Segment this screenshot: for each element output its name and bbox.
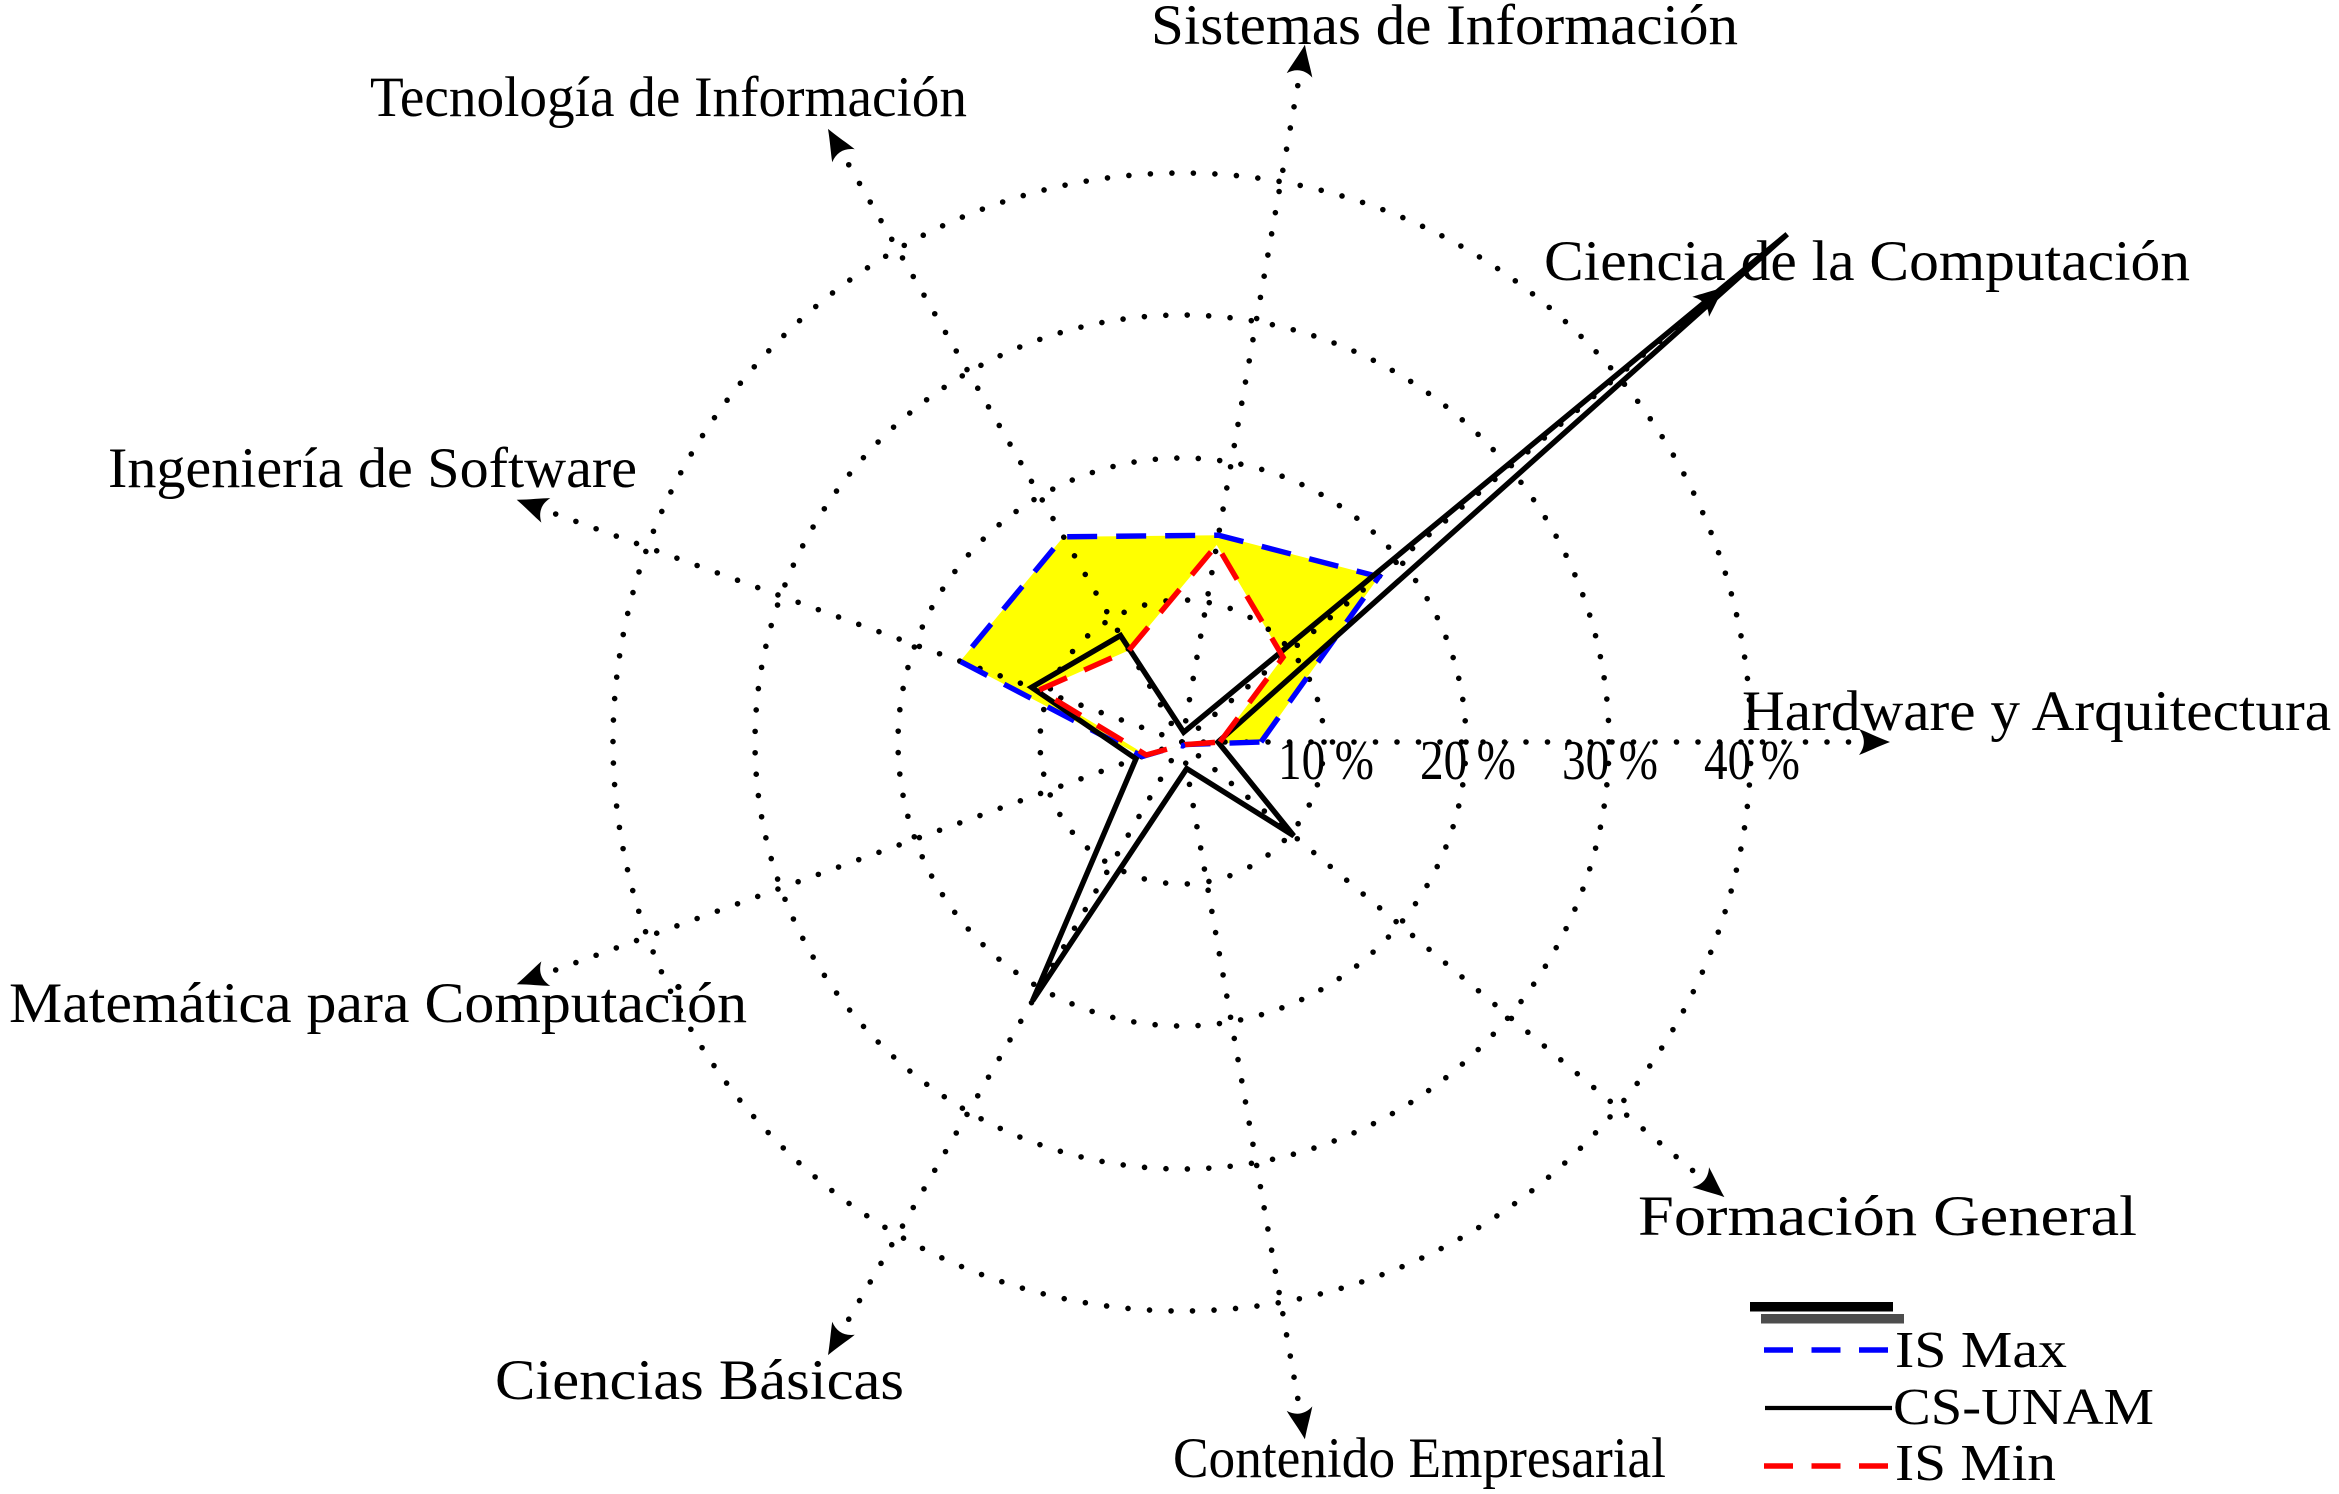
svg-text:Tecnología de Información: Tecnología de Información [370, 66, 967, 129]
svg-text:Sistemas de Información: Sistemas de Información [1151, 0, 1738, 57]
svg-text:IS Max: IS Max [1895, 1322, 2067, 1379]
svg-text:40 %: 40 % [1704, 730, 1800, 792]
svg-text:30 %: 30 % [1562, 730, 1658, 792]
svg-text:Contenido Empresarial: Contenido Empresarial [1173, 1427, 1666, 1489]
svg-text:CS-UNAM: CS-UNAM [1893, 1379, 2154, 1436]
svg-text:20 %: 20 % [1420, 730, 1516, 792]
svg-text:Ciencia de la Computación: Ciencia de la Computación [1544, 230, 2190, 293]
svg-text:Ingeniería de Software: Ingeniería de Software [108, 437, 637, 500]
svg-text:Matemática para Computación: Matemática para Computación [9, 972, 747, 1035]
svg-text:IS Min: IS Min [1895, 1435, 2056, 1489]
svg-text:Ciencias Básicas: Ciencias Básicas [495, 1349, 904, 1412]
svg-text:10 %: 10 % [1278, 730, 1374, 792]
svg-text:Hardware y Arquitectura: Hardware y Arquitectura [1742, 680, 2331, 743]
svg-text:Formación General: Formación General [1638, 1185, 2137, 1248]
